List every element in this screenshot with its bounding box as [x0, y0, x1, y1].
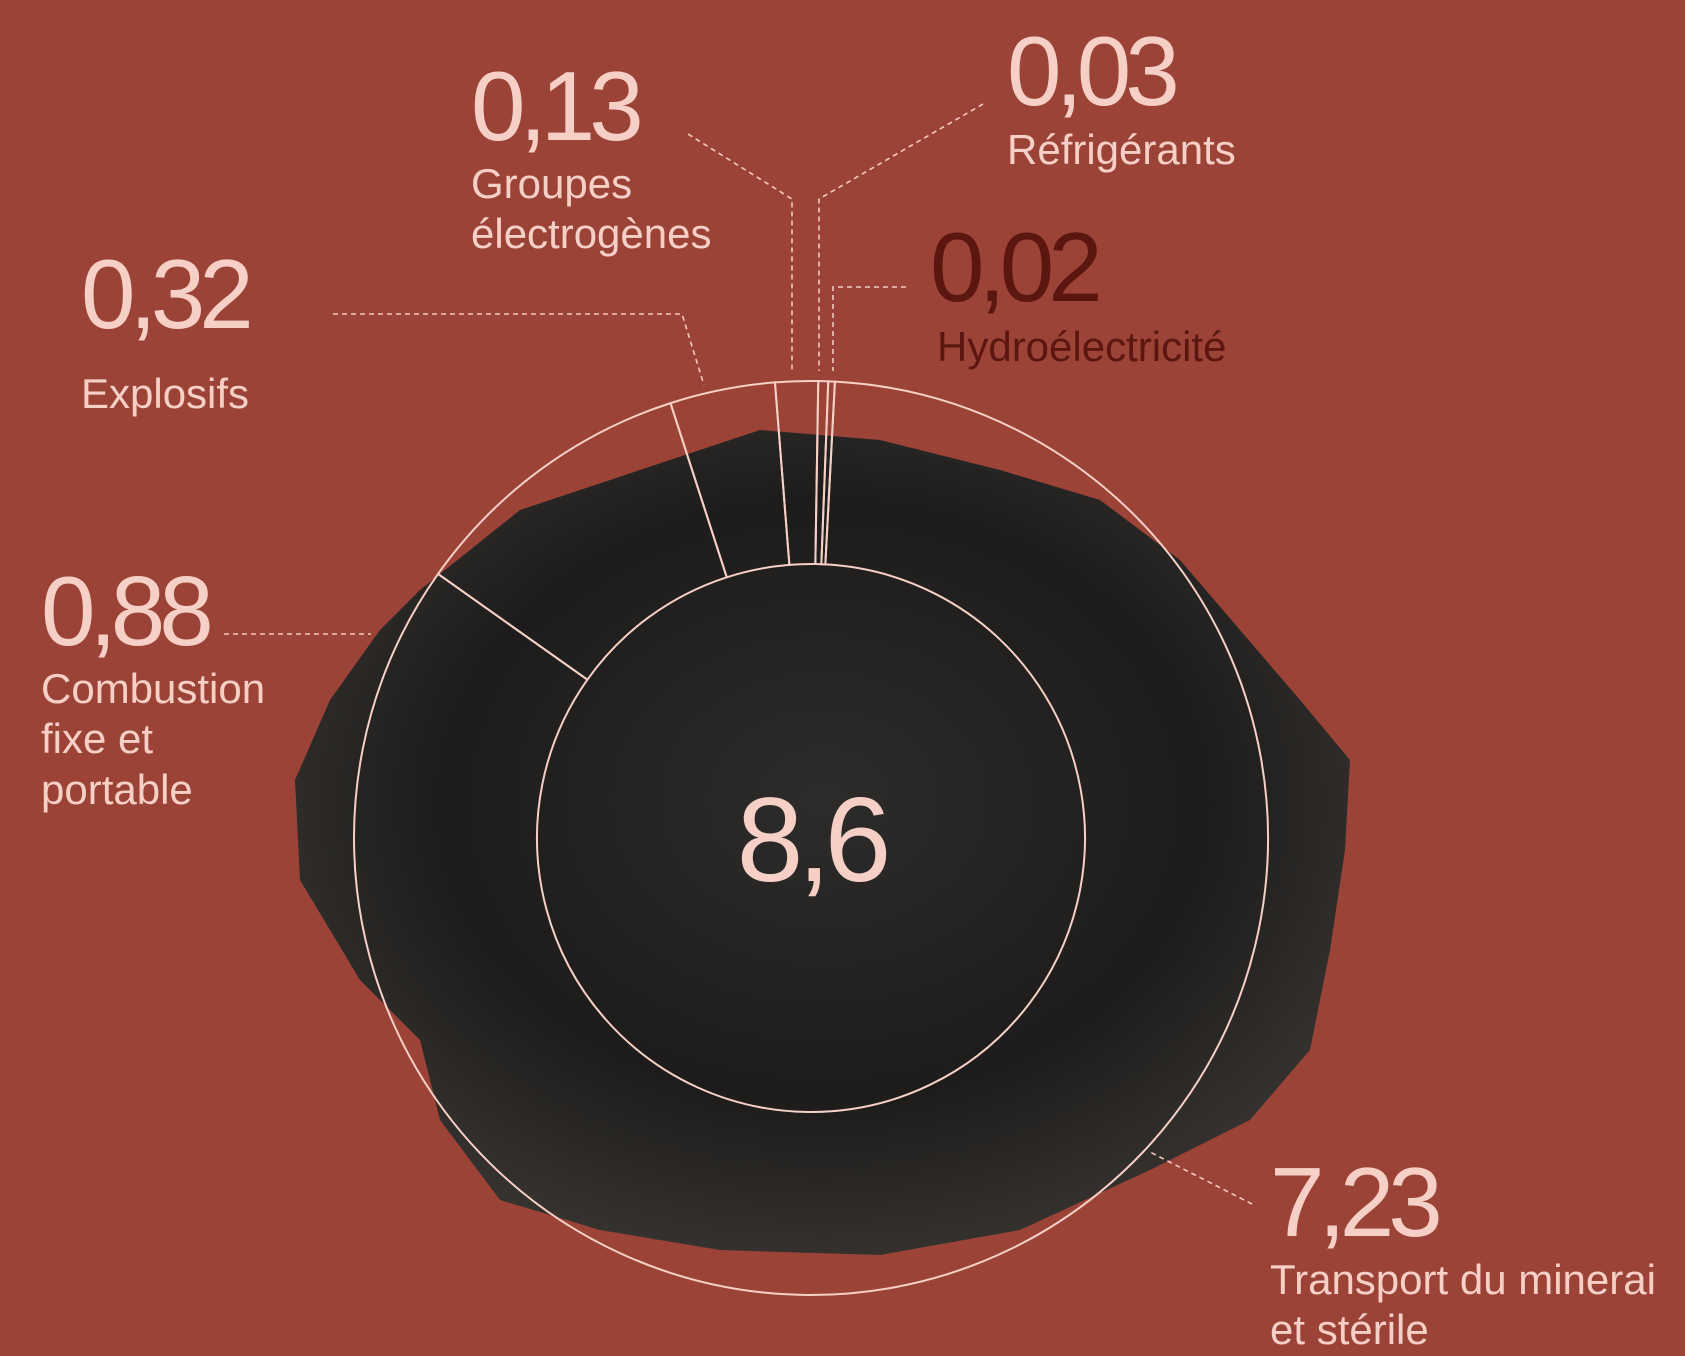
- rock: [295, 430, 1350, 1255]
- category-label: Transport du minerai et stérile: [1270, 1256, 1656, 1354]
- value-label: 0,02: [930, 212, 1103, 322]
- category-label: Groupes électrogènes: [471, 160, 712, 258]
- value-label: 0,88: [41, 556, 214, 666]
- category-label: Combustion fixe et portable: [41, 665, 266, 813]
- category-label: Hydroélectricité: [937, 323, 1227, 370]
- category-label: Réfrigérants: [1007, 126, 1236, 173]
- category-label: Explosifs: [81, 370, 250, 417]
- donut-segment: [353, 380, 1269, 1296]
- value-label: 0,13: [471, 51, 644, 161]
- value-label: 7,23: [1270, 1147, 1443, 1257]
- total: 8,6: [736, 773, 892, 907]
- value-label: 0,03: [1007, 16, 1180, 126]
- value-label: 0,32: [81, 239, 254, 349]
- leader-lines: [224, 103, 1253, 1205]
